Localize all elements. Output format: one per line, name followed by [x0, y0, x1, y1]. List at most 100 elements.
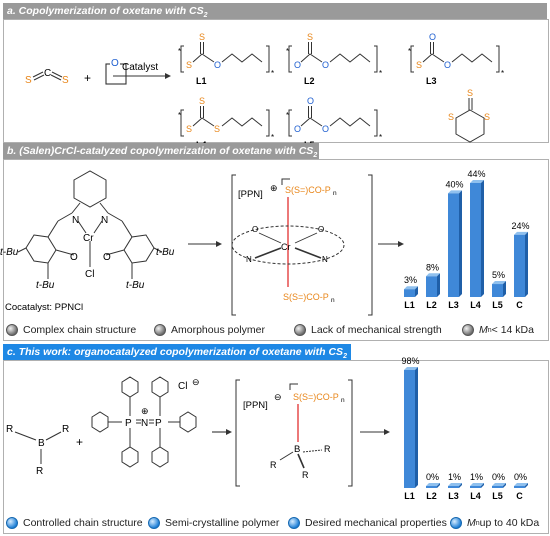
section-a-title: a. Copolymerization of oxetane with CS — [7, 5, 204, 17]
mech-b-cr: Cr — [281, 242, 291, 252]
bullet-b-3-icon — [294, 324, 306, 336]
ppn-n: N — [141, 418, 148, 429]
borane-b: B — [38, 438, 45, 449]
chart-b: 3% L1 8% L2 40% L3 44% L4 5% L5 24% C — [404, 169, 530, 310]
bar-top-L2 — [426, 483, 440, 486]
mech-b-ppn: [PPN] — [238, 189, 263, 200]
bullet-c-2: Semi-crystalline polymer — [148, 517, 279, 529]
mech-b-n2: N — [322, 255, 328, 264]
bar-top-L4 — [470, 180, 484, 183]
bar-top-L3 — [448, 190, 462, 194]
bar-side-L1 — [415, 367, 418, 488]
tick-L2: L2 — [426, 491, 437, 501]
tick-C: C — [516, 300, 523, 310]
structure-L4-top: S — [199, 96, 205, 106]
ppncl-salt — [91, 376, 197, 468]
bar-label-L2: 0% — [426, 472, 439, 482]
bullet-b-1: Complex chain structure — [6, 324, 136, 336]
mech-c-r1: R — [270, 460, 277, 470]
borane-r3: R — [36, 466, 43, 477]
bar-L4 — [470, 486, 481, 488]
section-a-scheme: S C S + O Catalyst * S S O * L1 * O S O * L2 * S O O * L3… — [25, 32, 504, 145]
ppn-cl: Cl — [178, 381, 187, 392]
section-c-banner: c. This work: organocatalyzed copolymeri… — [3, 344, 351, 360]
structure-L2-top: S — [307, 32, 313, 42]
catalyst-label: Catalyst — [122, 62, 158, 73]
mech-b-o2: O — [318, 225, 324, 234]
structure-L4-right: S — [214, 124, 220, 134]
mech-b-chain-bottom-sub: n — [331, 297, 335, 304]
structure-L5-label: L5 — [304, 140, 315, 145]
structure-L3-top: O — [429, 32, 436, 42]
bullet-b-1-icon — [6, 324, 18, 336]
structure-L3-left: S — [416, 60, 422, 70]
mech-c-chain-sub: n — [341, 397, 345, 404]
bar-L2 — [426, 486, 437, 488]
bar-L2 — [426, 276, 437, 297]
bullet-c-1-text: Controlled chain structure — [23, 517, 143, 529]
mech-c-charge: ⊖ — [274, 392, 282, 402]
plus-sign-c: + — [76, 435, 83, 449]
tick-L3: L3 — [448, 491, 459, 501]
salen-cr: Cr — [83, 233, 94, 244]
plus-sign-a: + — [84, 71, 91, 85]
mech-b-charge: ⊕ — [270, 183, 278, 193]
bullet-b-4-text: < 14 kDa — [491, 324, 534, 336]
bar-top-L1 — [404, 286, 418, 290]
bar-side-L4 — [481, 483, 484, 488]
structure-L1-label: L1 — [196, 76, 207, 86]
bar-label-C: 0% — [514, 472, 527, 482]
section-b-title-sub: 2 — [313, 152, 318, 160]
structure-L2-star2: * — [379, 69, 382, 78]
bullet-b-2: Amorphous polymer — [154, 324, 265, 336]
structure-L5-right: O — [322, 124, 329, 134]
bar-label-L5: 5% — [492, 270, 505, 280]
bullet-b-1-text: Complex chain structure — [23, 324, 137, 336]
structure-L3-right: O — [444, 60, 451, 70]
bar-L5 — [492, 486, 503, 488]
bar-label-L3: 40% — [445, 179, 463, 189]
bar-L3 — [448, 486, 459, 488]
structure-L2-left: O — [294, 60, 301, 70]
mechanism-c: [PPN] ⊖ S(S=)CO-P n B R R R — [235, 379, 353, 487]
borane-r2: R — [62, 424, 69, 435]
structure-L3-star2: * — [501, 69, 504, 78]
bullet-b-4-icon — [462, 324, 474, 336]
bullet-c-4-sub: n — [475, 519, 480, 527]
structure-L1-left: S — [186, 60, 192, 70]
cs2-molecule: S C S — [25, 68, 69, 86]
mech-c-r3: R — [302, 470, 309, 480]
structure-L5-left: O — [294, 124, 301, 134]
bar-top-L2 — [426, 273, 440, 277]
structure-L4-label: L4 — [196, 140, 207, 145]
bar-L5 — [492, 284, 503, 297]
tick-L1: L1 — [404, 491, 415, 501]
structure-L4-star1: * — [178, 111, 181, 120]
bar-side-L5 — [503, 281, 506, 297]
bar-top-C — [514, 483, 528, 486]
bar-label-L4: 44% — [467, 169, 485, 179]
section-b-title: b. (Salen)CrCl-catalyzed copolymerizatio… — [7, 145, 314, 157]
bullet-c-4-text: up to 40 kDa — [479, 517, 540, 529]
bar-top-L3 — [448, 483, 462, 486]
bar-L1 — [404, 370, 415, 488]
section-b-panel — [3, 159, 549, 341]
mech-c-b: B — [294, 444, 300, 455]
tick-L2: L2 — [426, 300, 437, 310]
section-a-banner: a. Copolymerization of oxetane with CS2 — [3, 3, 547, 19]
salen-tbu-1: t-Bu — [0, 247, 19, 258]
tick-L3: L3 — [448, 300, 459, 310]
salen-tbu-4: t-Bu — [126, 280, 145, 291]
bar-side-C — [525, 483, 528, 488]
mech-b-o1: O — [252, 225, 258, 234]
section-b-banner: b. (Salen)CrCl-catalyzed copolymerizatio… — [3, 143, 319, 159]
mech-b-chain-top: S(S=)CO-P — [285, 185, 331, 195]
bullet-c-4-icon — [450, 517, 462, 529]
bullet-c-4-m: M — [467, 517, 476, 529]
salen-tbu-2: t-Bu — [156, 247, 175, 258]
bar-side-L2 — [437, 273, 440, 297]
section-b-scheme: N N Cr O O Cl t-Bu t-Bu t-Bu t-Bu Cocata… — [0, 169, 530, 316]
mechanism-b: [PPN] ⊕ S(S=)CO-P n Cr O O N N S(S=)CO-P… — [231, 174, 373, 316]
salen-o1: O — [70, 252, 78, 263]
